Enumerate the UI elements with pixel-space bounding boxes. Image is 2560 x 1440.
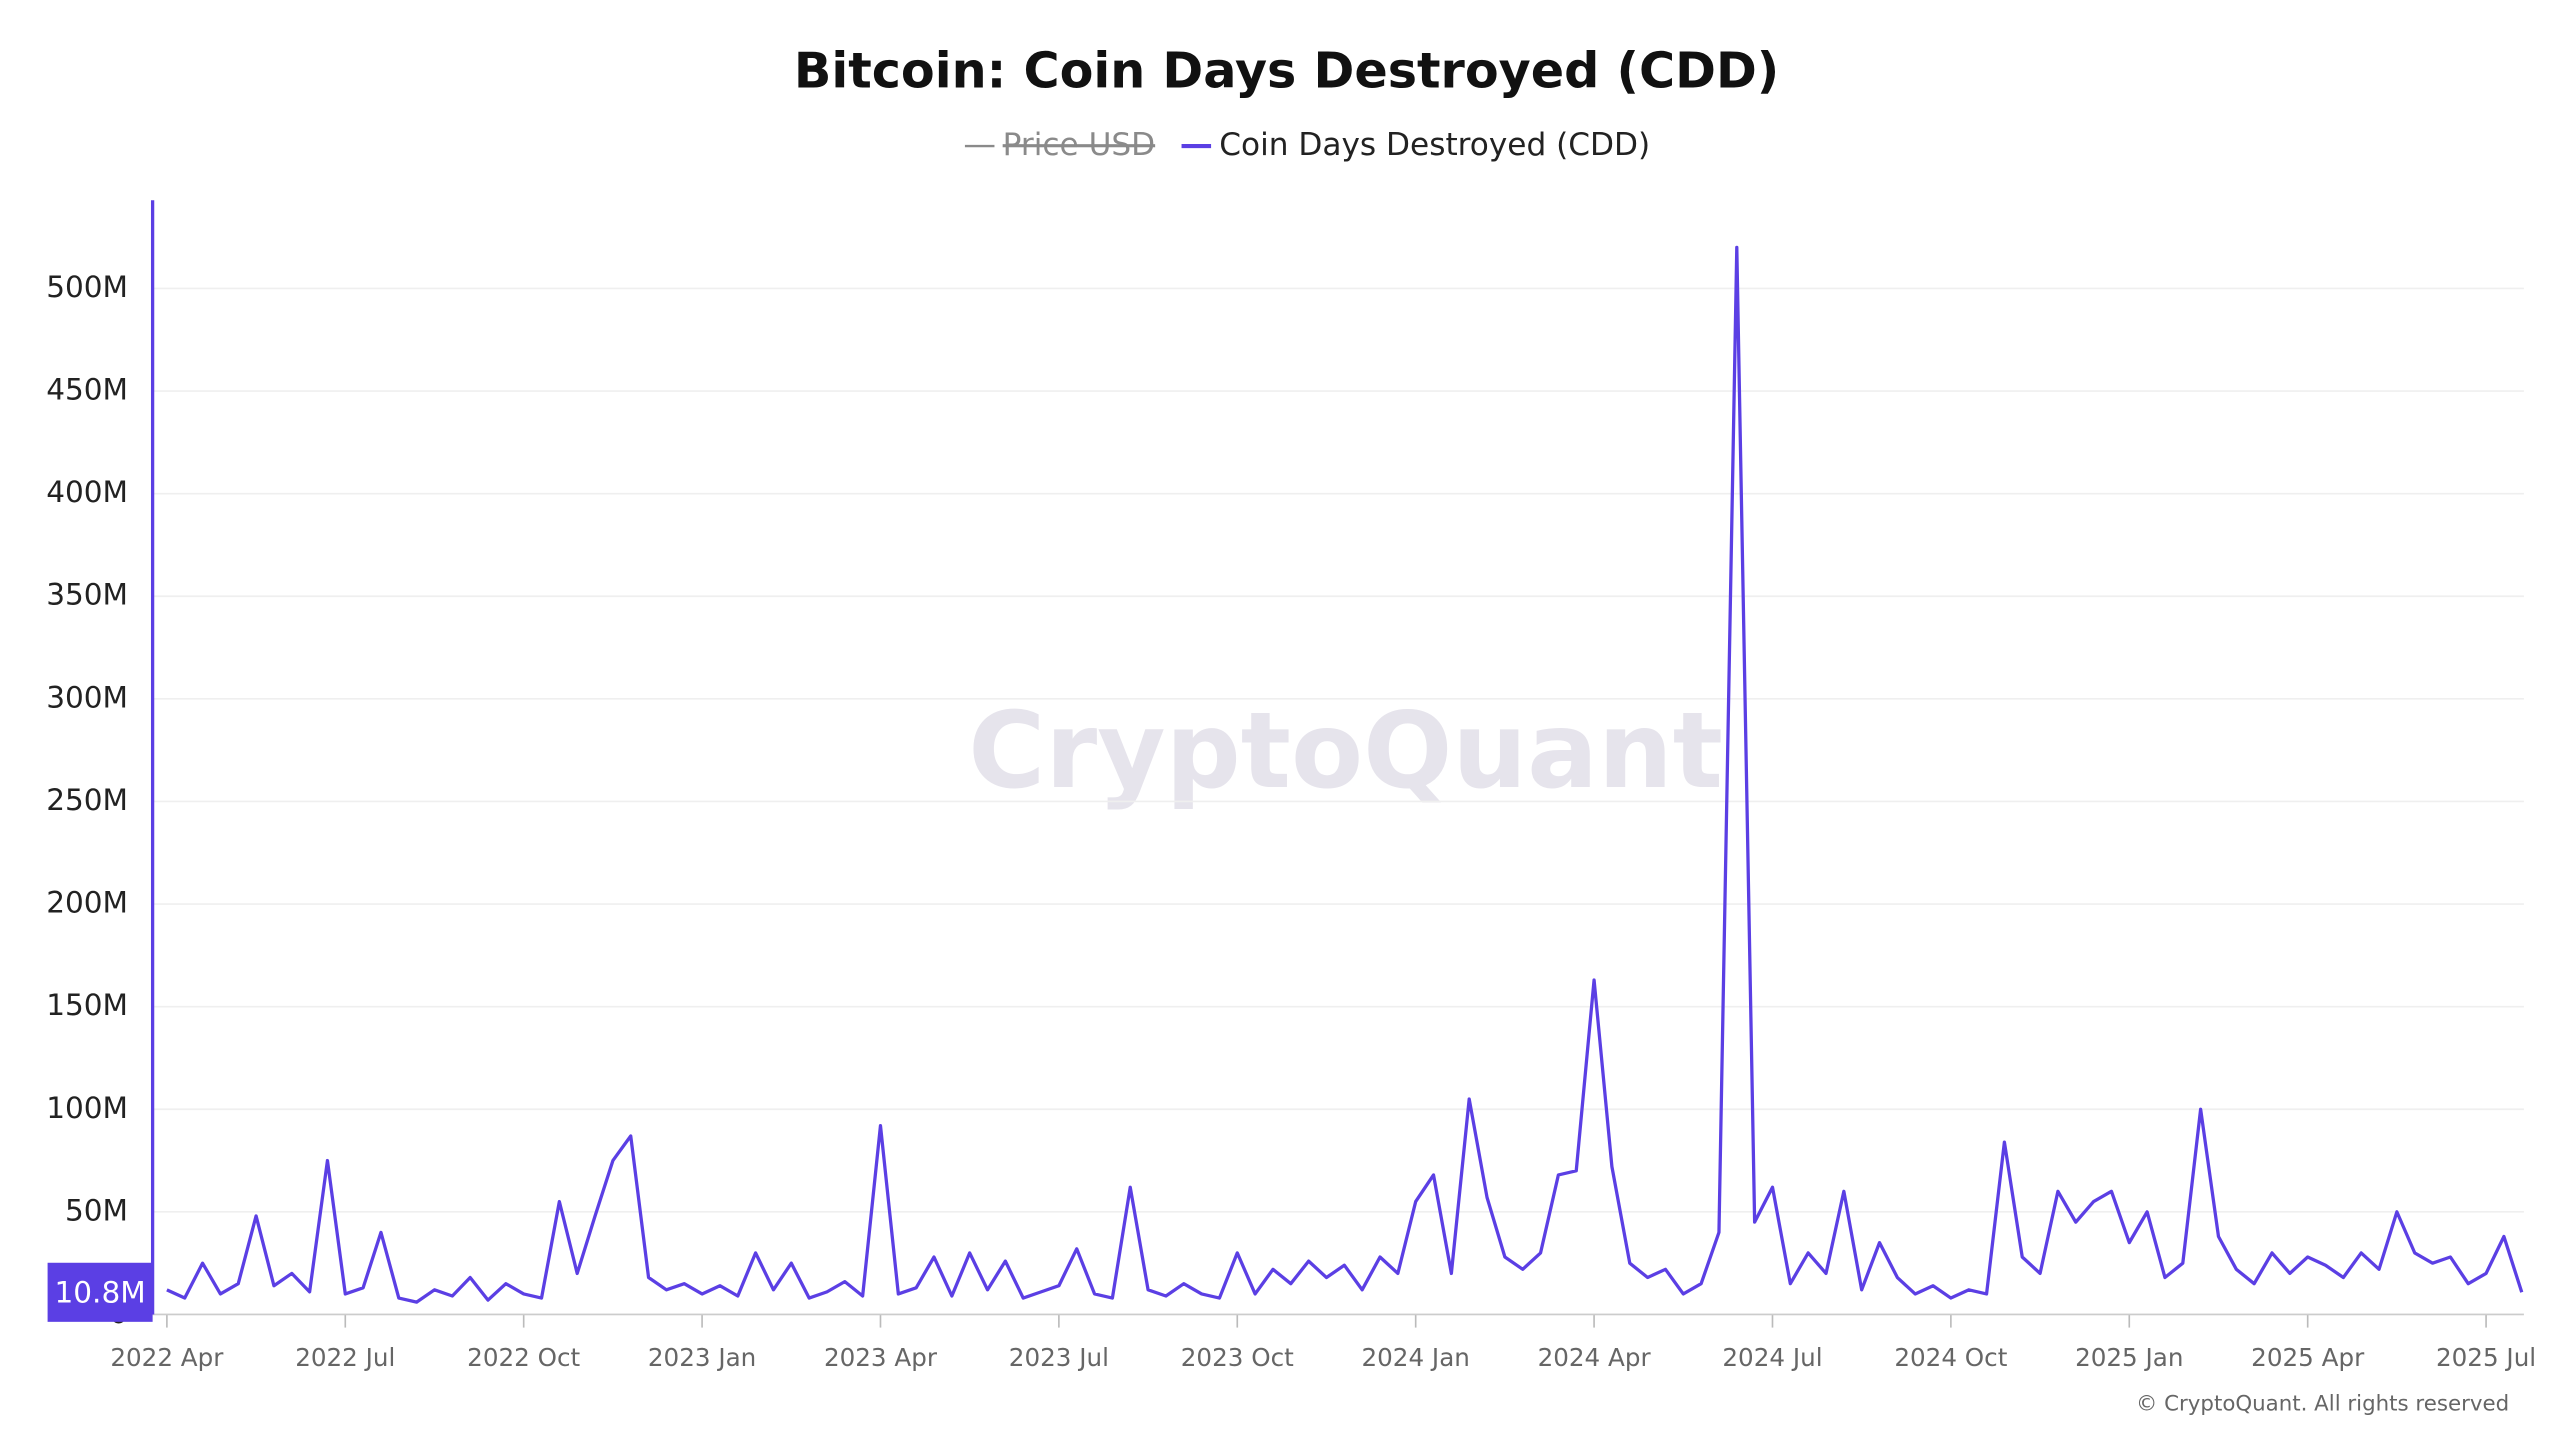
x-tick-label: 2024 Oct xyxy=(1894,1343,2007,1372)
y-tick-label: 150M xyxy=(46,988,128,1022)
y-tick-label: 250M xyxy=(46,783,128,817)
x-tick-label: 2025 Jul xyxy=(2436,1343,2536,1372)
x-tick-label: 2023 Jan xyxy=(648,1343,756,1372)
x-tick-label: 2023 Apr xyxy=(824,1343,938,1372)
y-tick-label: 50M xyxy=(65,1193,128,1227)
y-tick-label: 100M xyxy=(46,1091,128,1125)
y-tick-label: 350M xyxy=(46,578,128,612)
x-tick-label: 2022 Jul xyxy=(295,1343,395,1372)
x-tick-label: 2022 Apr xyxy=(110,1343,224,1372)
y-tick-label: 200M xyxy=(46,886,128,920)
x-tick-label: 2023 Jul xyxy=(1009,1343,1109,1372)
x-tick-label: 2023 Oct xyxy=(1181,1343,1294,1372)
y-tick-label: 450M xyxy=(46,373,128,407)
footer: © CryptoQuant. All rights reserved xyxy=(2136,1392,2509,1417)
data-line xyxy=(166,245,2524,1304)
x-tick-label: 2025 Apr xyxy=(2251,1343,2365,1372)
current-value-badge xyxy=(47,1262,153,1322)
y-tick-label: 300M xyxy=(46,680,128,714)
watermark: CryptoQuant xyxy=(968,690,1723,812)
current-value-label: 10.8M xyxy=(55,1275,146,1309)
x-tick-label: 2024 Jan xyxy=(1361,1343,1469,1372)
chart-title: Bitcoin: Coin Days Destroyed (CDD) xyxy=(794,41,1779,99)
x-tick-label: 2025 Jan xyxy=(2075,1343,2183,1372)
legend-label: Coin Days Destroyed (CDD) xyxy=(1219,127,1650,163)
x-tick-label: 2024 Apr xyxy=(1538,1343,1652,1372)
legend-label: Price USD xyxy=(1003,127,1155,163)
x-tick-label: 2024 Jul xyxy=(1722,1343,1822,1372)
y-tick-label: 500M xyxy=(46,270,128,304)
x-tick-label: 2022 Oct xyxy=(467,1343,580,1372)
y-tick-label: 400M xyxy=(46,475,128,509)
